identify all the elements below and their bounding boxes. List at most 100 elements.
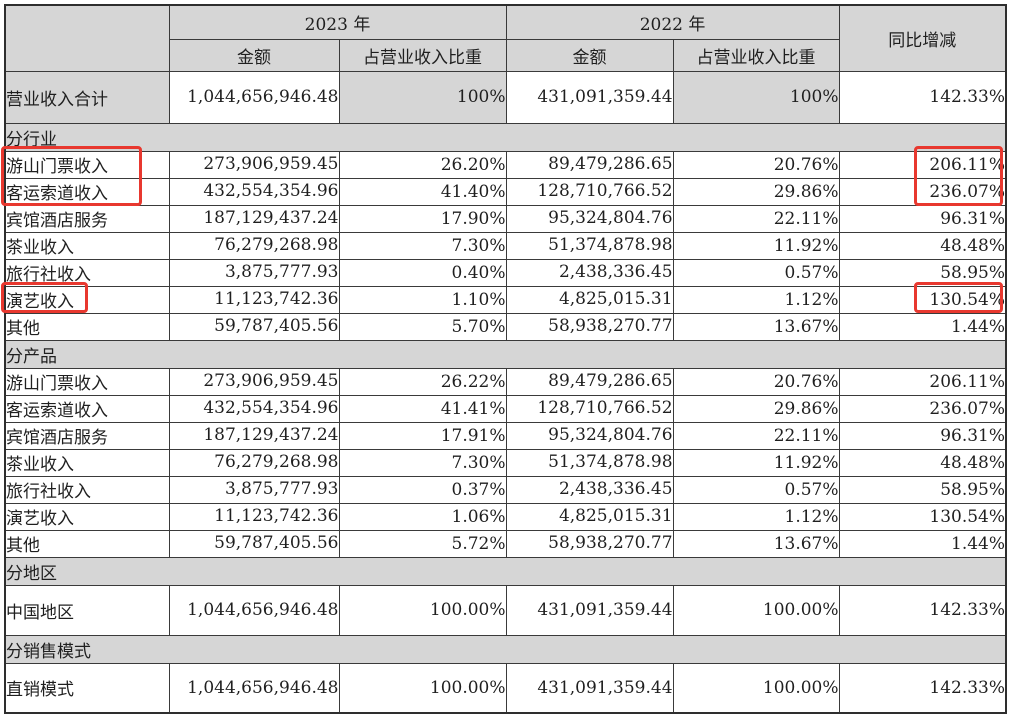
row-label: 客运索道收入 bbox=[4, 177, 170, 206]
table-row: 客运索道收入 432,554,354.96 41.40% 128,710,766.52… bbox=[4, 177, 1007, 206]
proportion-2022: 29.86% bbox=[672, 177, 840, 206]
header-year-2023: 2023 年 bbox=[168, 4, 507, 40]
amount-2023: 3,875,777.93 bbox=[168, 258, 340, 287]
table-row: 中国地区 1,044,656,946.48 100.00% 431,091,359.4… bbox=[4, 584, 1007, 636]
amount-2022: 58,938,270.77 bbox=[505, 312, 674, 341]
yoy-change: 1.44% bbox=[838, 312, 1007, 341]
amount-2022: 89,479,286.65 bbox=[505, 150, 674, 179]
amount-2022: 431,091,359.44 bbox=[505, 662, 674, 714]
row-label: 营业收入合计 bbox=[4, 70, 170, 124]
proportion-2023: 1.06% bbox=[338, 502, 507, 531]
amount-2022: 431,091,359.44 bbox=[505, 584, 674, 636]
section-row: 分销售模式 bbox=[4, 634, 1007, 664]
revenue-breakdown-table: 2023 年 2022 年 同比增减 金额 占营业收入比重 金额 占营业收入比重… bbox=[4, 4, 1008, 714]
section-label: 分销售模式 bbox=[4, 634, 1007, 664]
proportion-2022: 13.67% bbox=[672, 529, 840, 558]
proportion-2023: 41.40% bbox=[338, 177, 507, 206]
table-row: 其他 59,787,405.56 5.72% 58,938,270.77 13.67% 1… bbox=[4, 529, 1007, 558]
table-row: 营业收入合计 1,044,656,946.48 100% 431,091,359.44… bbox=[4, 70, 1007, 124]
table-row: 其他 59,787,405.56 5.70% 58,938,270.77 13.67% 1… bbox=[4, 312, 1007, 341]
yoy-change: 96.31% bbox=[838, 204, 1007, 233]
amount-2023: 3,875,777.93 bbox=[168, 475, 340, 504]
yoy-change: 142.33% bbox=[838, 662, 1007, 714]
row-label: 直销模式 bbox=[4, 662, 170, 714]
proportion-2022: 100.00% bbox=[672, 584, 840, 636]
header-row-measures: 金额 占营业收入比重 金额 占营业收入比重 bbox=[5, 38, 1006, 72]
yoy-change: 206.11% bbox=[838, 150, 1007, 179]
amount-2022: 2,438,336.45 bbox=[505, 475, 674, 504]
proportion-2023: 17.91% bbox=[338, 421, 507, 450]
proportion-2023: 100.00% bbox=[338, 662, 507, 714]
amount-2023: 432,554,354.96 bbox=[168, 177, 340, 206]
row-label: 宾馆酒店服务 bbox=[4, 204, 170, 233]
section-label: 分行业 bbox=[4, 122, 1007, 152]
yoy-change: 58.95% bbox=[838, 475, 1007, 504]
amount-2022: 128,710,766.52 bbox=[505, 394, 674, 423]
row-label: 客运索道收入 bbox=[4, 394, 170, 423]
table-row: 客运索道收入 432,554,354.96 41.41% 128,710,766.52… bbox=[4, 394, 1007, 423]
table-row: 游山门票收入 273,906,959.45 26.22% 89,479,286.65 2… bbox=[4, 367, 1007, 396]
proportion-2022: 20.76% bbox=[672, 150, 840, 179]
proportion-2022: 11.92% bbox=[672, 231, 840, 260]
yoy-change: 48.48% bbox=[838, 231, 1007, 260]
table-row: 宾馆酒店服务 187,129,437.24 17.90% 95,324,804.76 2… bbox=[4, 204, 1007, 233]
proportion-2022: 100% bbox=[672, 70, 840, 124]
header-proportion-2022: 占营业收入比重 bbox=[672, 38, 840, 72]
row-label: 旅行社收入 bbox=[4, 258, 170, 287]
amount-2023: 1,044,656,946.48 bbox=[168, 584, 340, 636]
row-label: 游山门票收入 bbox=[4, 367, 170, 396]
amount-2023: 187,129,437.24 bbox=[168, 204, 340, 233]
amount-2023: 187,129,437.24 bbox=[168, 421, 340, 450]
amount-2022: 89,479,286.65 bbox=[505, 367, 674, 396]
row-label: 茶业收入 bbox=[4, 231, 170, 260]
row-label: 宾馆酒店服务 bbox=[4, 421, 170, 450]
amount-2023: 273,906,959.45 bbox=[168, 367, 340, 396]
proportion-2023: 17.90% bbox=[338, 204, 507, 233]
proportion-2022: 0.57% bbox=[672, 475, 840, 504]
amount-2023: 76,279,268.98 bbox=[168, 448, 340, 477]
header-row-years: 2023 年 2022 年 同比增减 bbox=[4, 4, 1007, 72]
header-yoy-change: 同比增减 bbox=[838, 4, 1007, 72]
proportion-2022: 22.11% bbox=[672, 204, 840, 233]
header-amount-2023: 金额 bbox=[168, 38, 340, 72]
row-label: 演艺收入 bbox=[4, 502, 170, 531]
row-label: 游山门票收入 bbox=[4, 150, 170, 179]
amount-2022: 51,374,878.98 bbox=[505, 448, 674, 477]
proportion-2022: 1.12% bbox=[672, 285, 840, 314]
section-label: 分地区 bbox=[4, 556, 1007, 586]
table-row: 旅行社收入 3,875,777.93 0.37% 2,438,336.45 0.57% 5… bbox=[4, 475, 1007, 504]
proportion-2023: 7.30% bbox=[338, 448, 507, 477]
proportion-2023: 0.40% bbox=[338, 258, 507, 287]
amount-2023: 1,044,656,946.48 bbox=[168, 662, 340, 714]
proportion-2022: 11.92% bbox=[672, 448, 840, 477]
yoy-change: 236.07% bbox=[838, 394, 1007, 423]
row-label: 中国地区 bbox=[4, 584, 170, 636]
table-body: 营业收入合计 1,044,656,946.48 100% 431,091,359.44… bbox=[4, 70, 1007, 714]
amount-2022: 95,324,804.76 bbox=[505, 204, 674, 233]
header-proportion-2023: 占营业收入比重 bbox=[338, 38, 507, 72]
proportion-2023: 100% bbox=[338, 70, 507, 124]
yoy-change: 142.33% bbox=[838, 584, 1007, 636]
proportion-2023: 100.00% bbox=[338, 584, 507, 636]
amount-2022: 4,825,015.31 bbox=[505, 285, 674, 314]
section-label: 分产品 bbox=[4, 339, 1007, 369]
amount-2022: 2,438,336.45 bbox=[505, 258, 674, 287]
table-row: 宾馆酒店服务 187,129,437.24 17.91% 95,324,804.76 2… bbox=[4, 421, 1007, 450]
proportion-2022: 29.86% bbox=[672, 394, 840, 423]
amount-2023: 11,123,742.36 bbox=[168, 502, 340, 531]
amount-2022: 58,938,270.77 bbox=[505, 529, 674, 558]
proportion-2023: 7.30% bbox=[338, 231, 507, 260]
amount-2022: 431,091,359.44 bbox=[505, 70, 674, 124]
yoy-change: 130.54% bbox=[838, 502, 1007, 531]
yoy-change: 142.33% bbox=[838, 70, 1007, 124]
amount-2023: 76,279,268.98 bbox=[168, 231, 340, 260]
section-row: 分行业 bbox=[4, 122, 1007, 152]
row-label: 旅行社收入 bbox=[4, 475, 170, 504]
amount-2023: 273,906,959.45 bbox=[168, 150, 340, 179]
proportion-2022: 20.76% bbox=[672, 367, 840, 396]
table-row: 演艺收入 11,123,742.36 1.06% 4,825,015.31 1.12% 1… bbox=[4, 502, 1007, 531]
proportion-2022: 1.12% bbox=[672, 502, 840, 531]
table-row: 旅行社收入 3,875,777.93 0.40% 2,438,336.45 0.57% 5… bbox=[4, 258, 1007, 287]
amount-2022: 128,710,766.52 bbox=[505, 177, 674, 206]
